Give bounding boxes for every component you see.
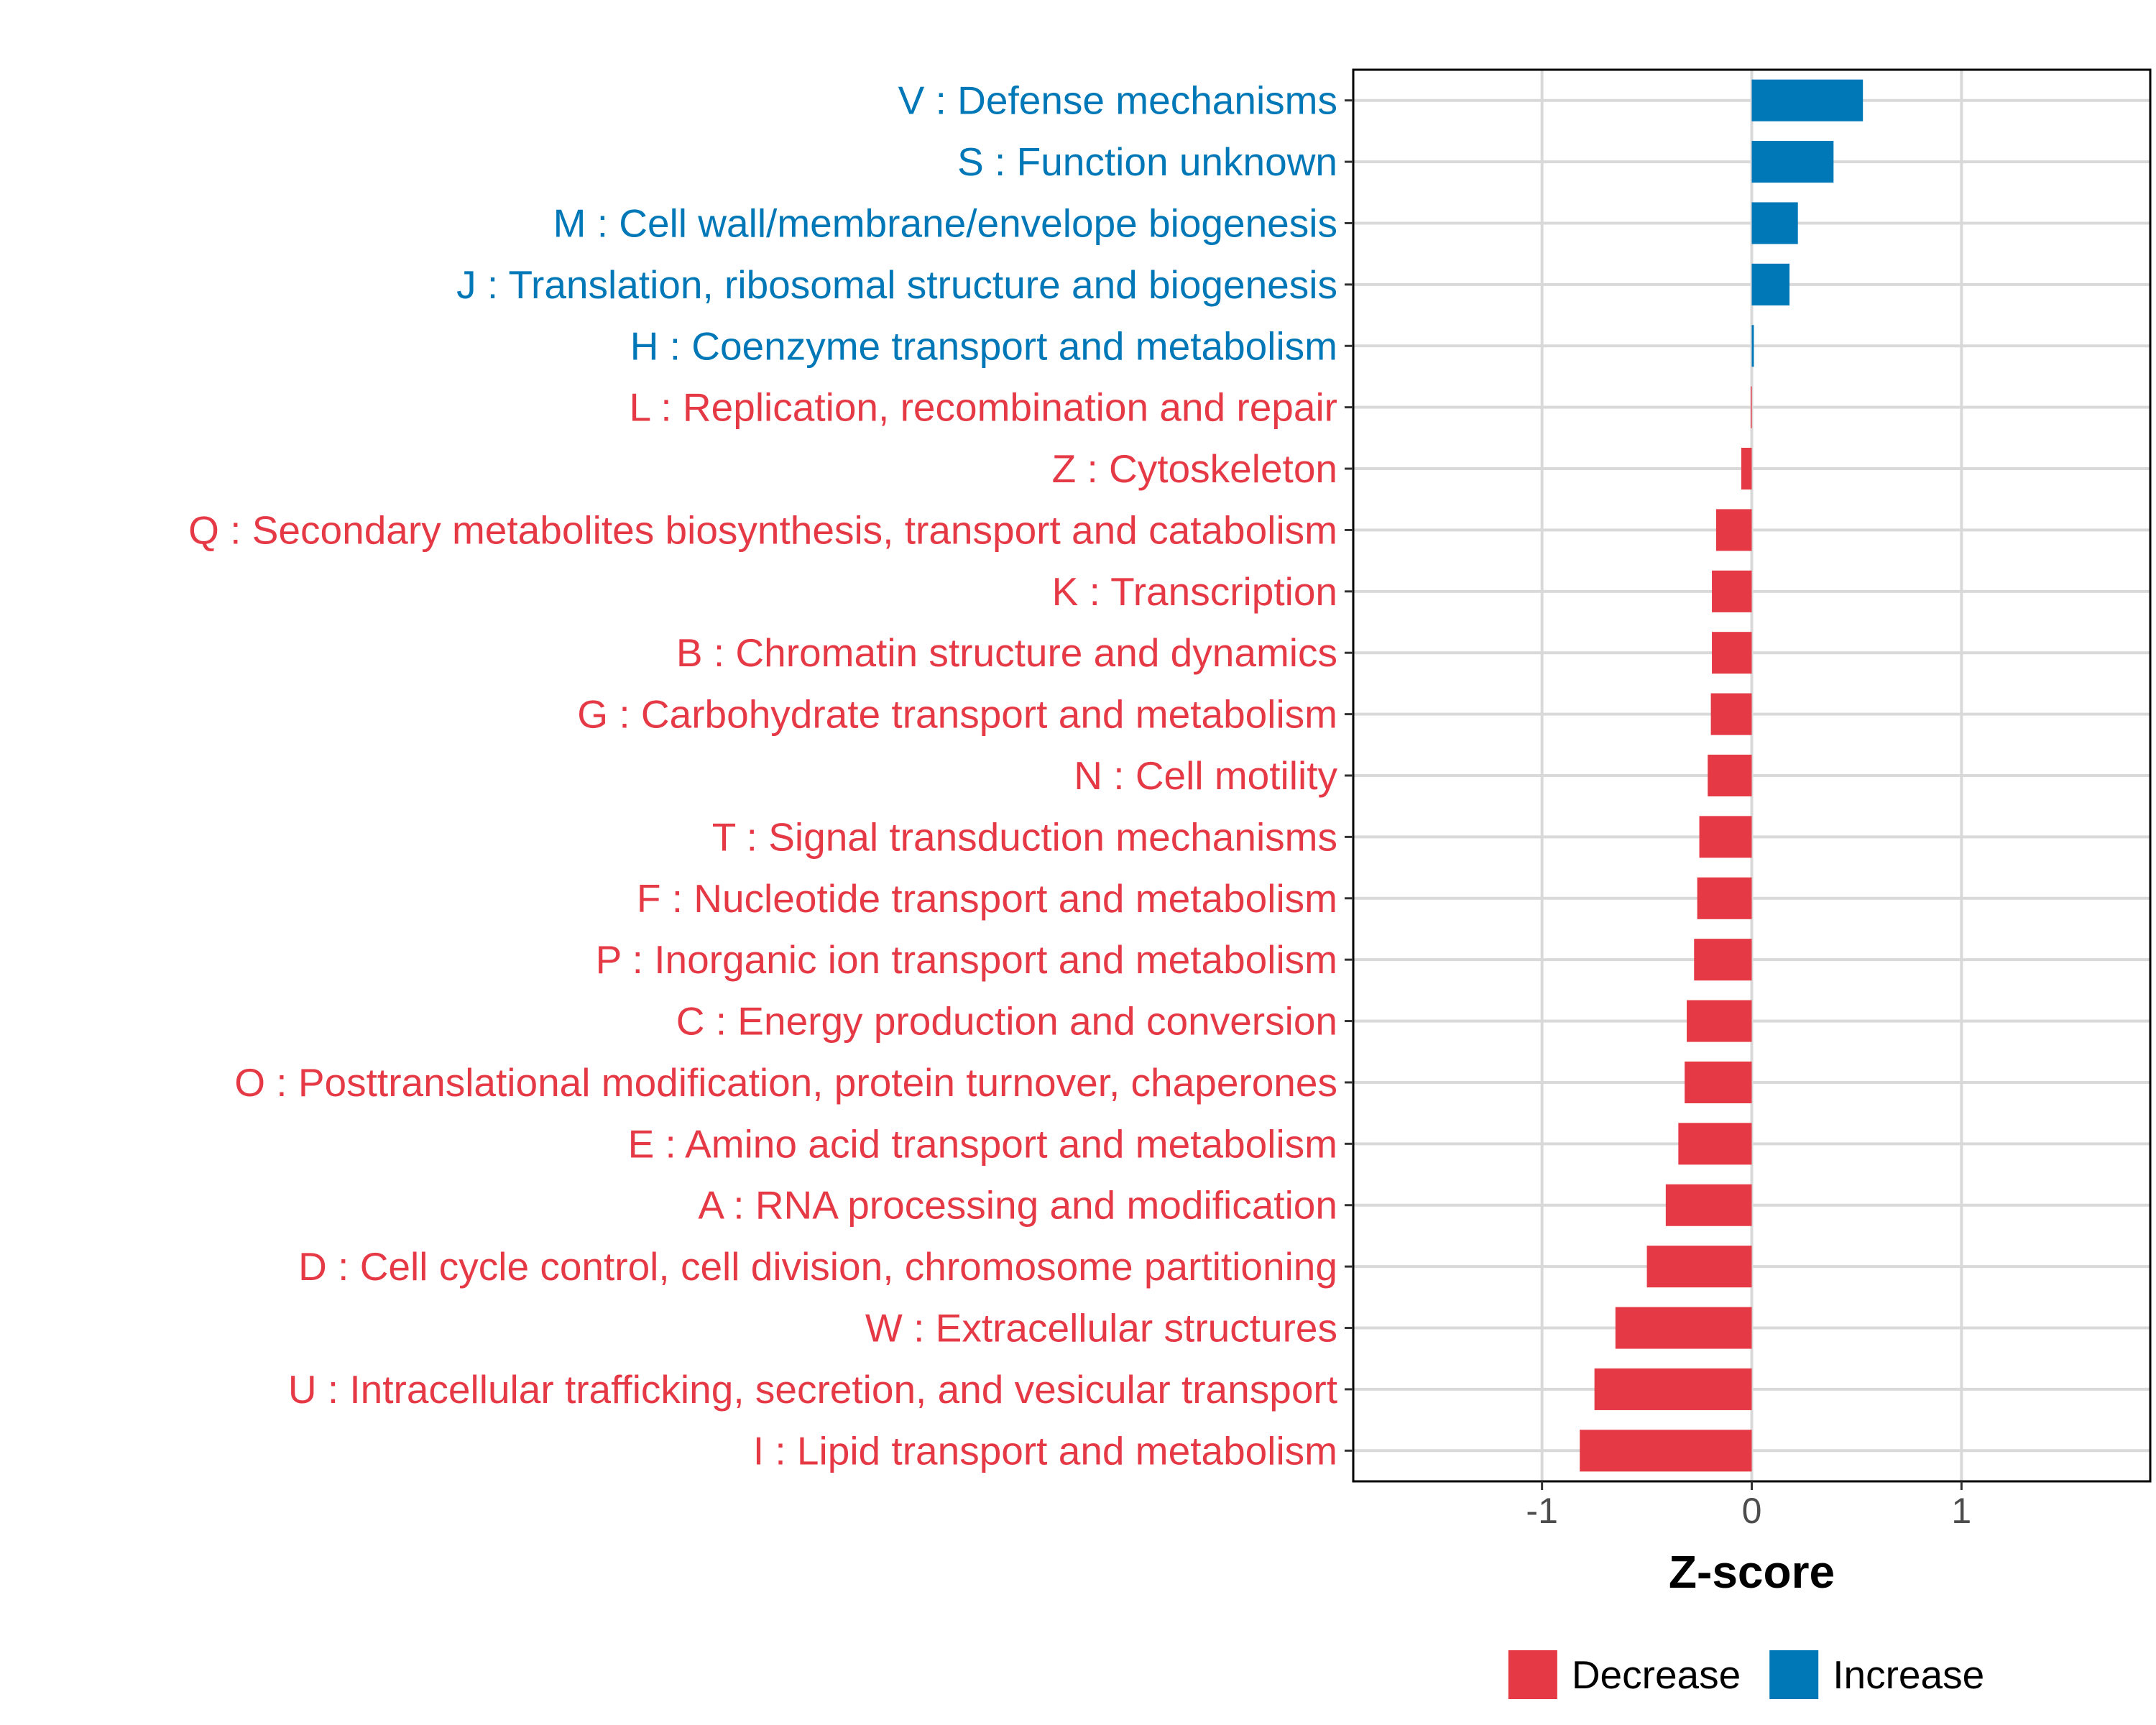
category-label: G : Carbohydrate transport and metabolis… [577,692,1337,737]
bar-c [1687,1000,1752,1042]
category-label: S : Function unknown [957,139,1337,184]
x-tick-label: 1 [1951,1491,1971,1531]
bar-f [1697,877,1752,919]
category-label: P : Inorganic ion transport and metaboli… [596,937,1337,982]
bar-q [1715,509,1752,551]
category-label: B : Chromatin structure and dynamics [676,630,1337,675]
category-label: M : Cell wall/membrane/envelope biogenes… [553,201,1337,245]
bar-s [1751,141,1834,183]
category-label: Q : Secondary metabolites biosynthesis, … [188,507,1337,552]
legend-swatch-increase [1769,1650,1819,1699]
bar-o [1685,1061,1752,1103]
category-label: A : RNA processing and modification [698,1183,1337,1228]
category-label: D : Cell cycle control, cell division, c… [298,1244,1337,1289]
x-tick-label: 0 [1742,1491,1762,1531]
bar-m [1751,202,1798,244]
category-label: V : Defense mechanisms [898,78,1337,123]
bar-g [1710,693,1752,735]
category-label: E : Amino acid transport and metabolism [628,1121,1337,1166]
legend-label-decrease: Decrease [1572,1652,1741,1697]
bar-u [1594,1368,1752,1410]
bar-j [1751,263,1790,305]
bar-k [1712,570,1752,612]
bar-n [1708,754,1752,797]
bar-h [1751,325,1754,367]
x-axis-title: Z-score [1669,1546,1835,1598]
y-axis-ticks [1345,99,1353,1452]
bar-d [1646,1246,1752,1288]
category-label: H : Coenzyme transport and metabolism [630,323,1337,368]
bar-a [1665,1184,1752,1226]
legend: Decrease Increase [1508,1650,1984,1699]
bar-w [1615,1307,1752,1349]
category-labels: V : Defense mechanisms S : Function unkno… [188,78,1337,1473]
category-label: J : Translation, ribosomal structure and… [456,262,1337,307]
legend-swatch-decrease [1508,1650,1557,1699]
bar-p [1694,939,1752,981]
x-axis-ticks: -1 0 1 [1526,1481,1971,1531]
category-label: L : Replication, recombination and repai… [630,385,1337,430]
bar-t [1699,816,1752,858]
category-label: O : Posttranslational modification, prot… [234,1060,1337,1105]
category-label: F : Nucleotide transport and metabolism [637,876,1337,921]
x-tick-label: -1 [1526,1491,1557,1531]
category-label: T : Signal transduction mechanisms [712,814,1337,859]
category-label: C : Energy production and conversion [676,999,1337,1044]
category-label: W : Extracellular structures [865,1306,1337,1351]
category-label: I : Lipid transport and metabolism [753,1428,1337,1473]
bar-v [1751,79,1864,121]
bar-e [1678,1123,1752,1165]
bar-z [1741,448,1752,490]
category-label: N : Cell motility [1074,753,1337,798]
bar-b [1712,632,1752,674]
legend-label-increase: Increase [1833,1652,1984,1697]
bars [1580,79,1864,1472]
category-label: K : Transcription [1052,569,1337,614]
category-label: U : Intracellular trafficking, secretion… [288,1367,1337,1412]
bar-i [1580,1430,1752,1472]
category-label: Z : Cytoskeleton [1052,446,1337,491]
